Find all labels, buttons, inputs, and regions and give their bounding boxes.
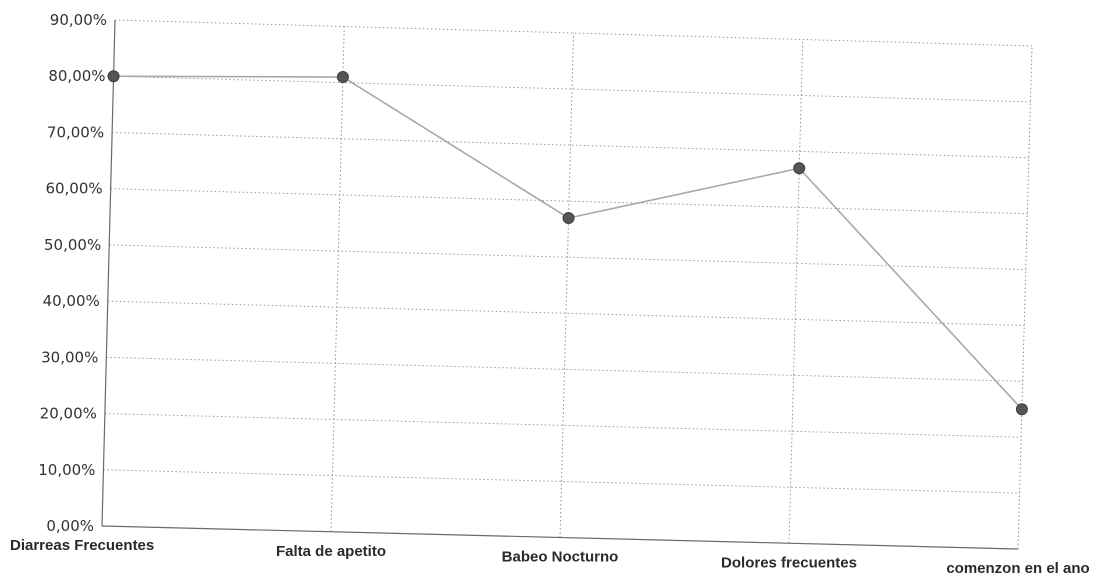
y-tick-label: 0,00% bbox=[46, 517, 94, 535]
gridline-y bbox=[110, 188, 1028, 215]
y-tick-label: 60,00% bbox=[45, 180, 102, 198]
series-line bbox=[113, 75, 1023, 410]
y-tick-label: 80,00% bbox=[48, 67, 105, 85]
gridline-y bbox=[112, 131, 1029, 159]
data-point bbox=[107, 70, 120, 83]
gridline-y bbox=[114, 19, 1033, 47]
x-tick-label: Babeo Nocturno bbox=[502, 549, 619, 566]
data-point bbox=[793, 162, 806, 175]
y-axis bbox=[101, 19, 116, 527]
data-point bbox=[1015, 403, 1028, 416]
gridline-y bbox=[106, 356, 1023, 382]
gridline-x bbox=[559, 32, 574, 538]
gridline-x bbox=[330, 26, 345, 532]
x-tick-label: Diarreas Frecuentes bbox=[10, 537, 154, 554]
y-tick-label: 10,00% bbox=[38, 461, 95, 479]
grid-layer bbox=[103, 19, 1033, 550]
x-tick-label: Falta de apetito bbox=[276, 543, 386, 560]
series-layer bbox=[107, 70, 1028, 416]
y-tick-label: 50,00% bbox=[44, 236, 101, 254]
y-tick-label: 30,00% bbox=[41, 348, 98, 366]
gridline-y bbox=[104, 413, 1022, 438]
gridline-x bbox=[788, 39, 804, 544]
axis-layer bbox=[101, 19, 1019, 550]
y-tick-label: 70,00% bbox=[47, 123, 104, 141]
gridline-y bbox=[113, 75, 1031, 103]
y-tick-label: 40,00% bbox=[43, 292, 100, 310]
data-point bbox=[336, 71, 349, 84]
gridline-y bbox=[109, 244, 1026, 271]
gridline-y bbox=[107, 300, 1025, 326]
x-tick-label: Dolores frecuentes bbox=[721, 554, 857, 571]
x-axis bbox=[101, 525, 1019, 550]
gridline-y bbox=[103, 469, 1020, 494]
x-tick-label: comenzon en el ano bbox=[946, 560, 1089, 576]
y-tick-label: 90,00% bbox=[50, 11, 107, 29]
gridline-x bbox=[1017, 45, 1033, 550]
y-tick-label: 20,00% bbox=[40, 405, 97, 423]
data-point bbox=[562, 211, 575, 224]
label-layer: 0,00% 10,00% 20,00% 30,00% 40,00% 50,00% 60,00… bbox=[10, 11, 1090, 576]
